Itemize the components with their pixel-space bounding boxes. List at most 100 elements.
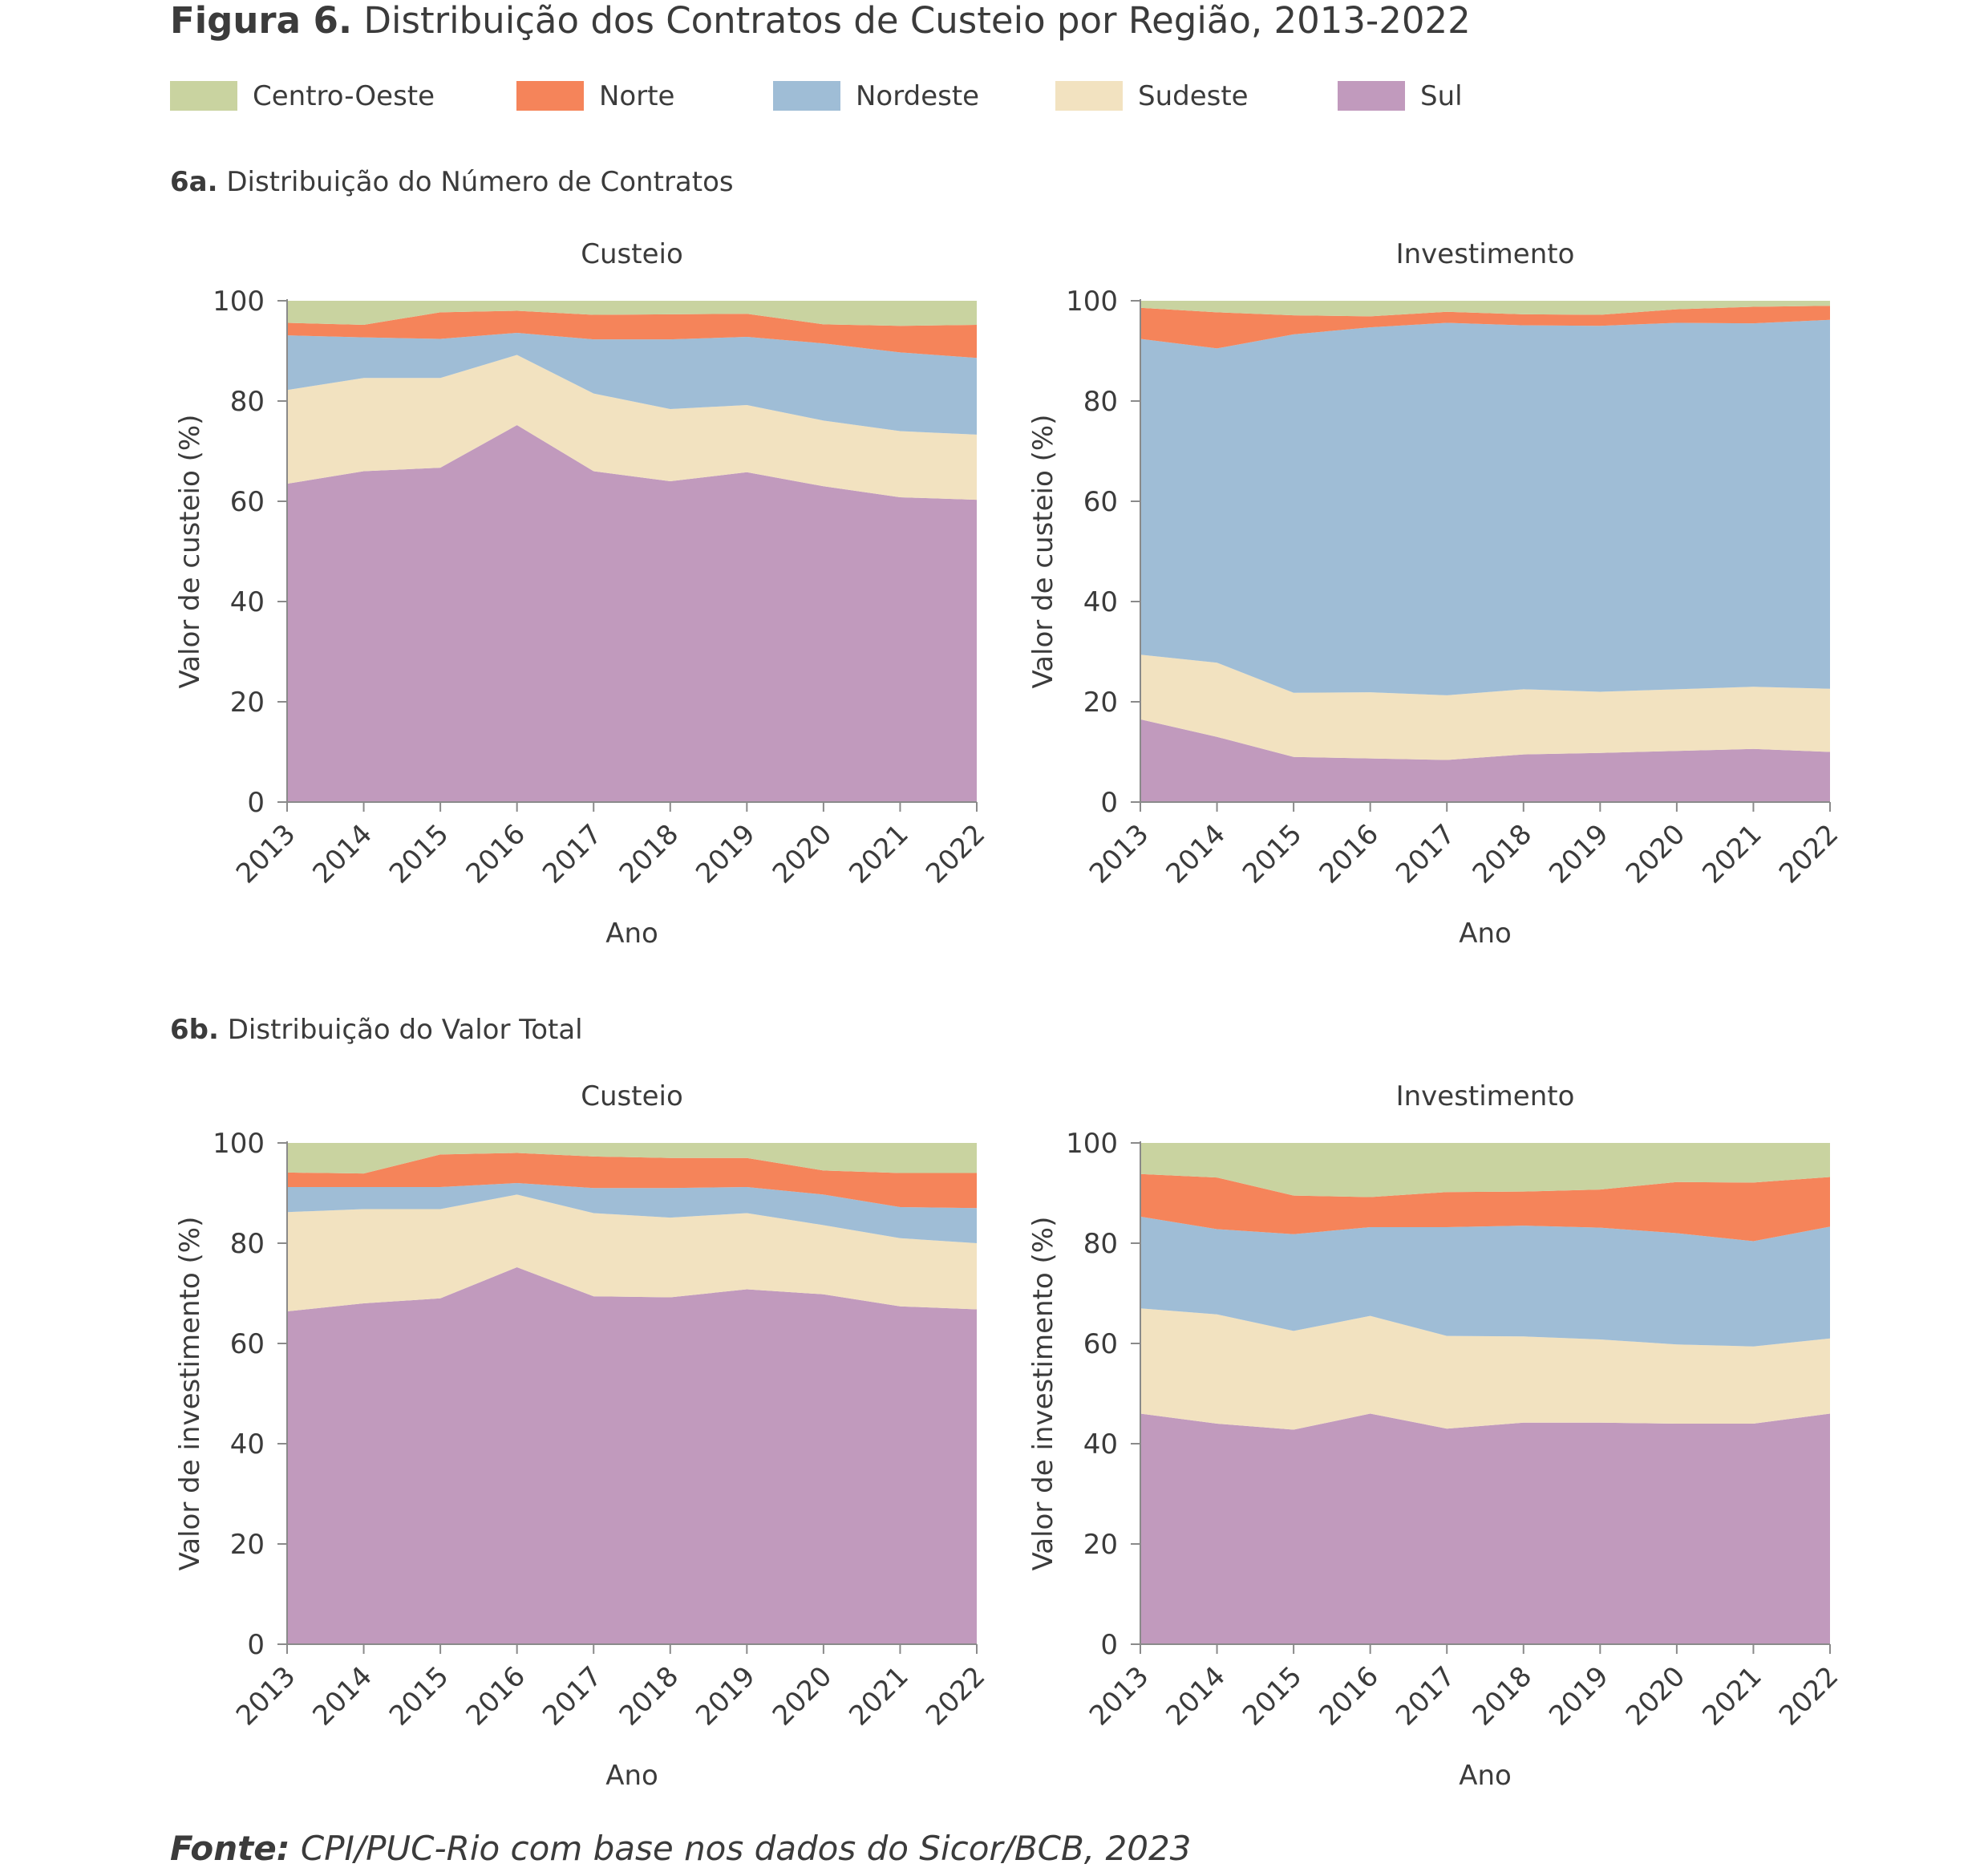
- area-centro-oeste: [287, 1143, 977, 1174]
- figure-title: Figura 6. Distribuição dos Contratos de …: [170, 0, 1471, 42]
- chart-title: Custeio: [581, 238, 683, 270]
- y-axis-label: Valor de investimento (%): [1027, 1217, 1059, 1571]
- x-tick-label: 2014: [1160, 1660, 1231, 1732]
- x-tick-label: 2016: [1314, 818, 1385, 889]
- x-tick-label: 2016: [460, 1660, 532, 1732]
- area-centro-oeste: [287, 301, 977, 326]
- x-tick-label: 2019: [1543, 1660, 1614, 1732]
- x-tick-label: 2021: [1696, 818, 1767, 889]
- area-sul: [1140, 719, 1830, 802]
- y-tick-label: 20: [230, 687, 265, 719]
- area-centro-oeste: [1140, 1143, 1830, 1197]
- y-tick-label: 20: [1083, 1529, 1118, 1561]
- x-tick-label: 2022: [920, 818, 991, 889]
- x-axis-label: Ano: [605, 1760, 658, 1792]
- x-axis-label: Ano: [1459, 918, 1512, 950]
- legend-swatch: [170, 81, 237, 111]
- y-tick-label: 80: [1083, 386, 1118, 418]
- y-tick-label: 100: [1066, 1128, 1118, 1160]
- chart-6b-investimento: Investimento 0 20 40 60 80 100 2013 2014 2015 2016…: [1027, 1080, 1844, 1792]
- legend-label: Sul: [1420, 80, 1463, 112]
- area-sudeste: [287, 1194, 977, 1311]
- x-tick-label: 2020: [767, 818, 838, 889]
- area-sudeste: [1140, 1308, 1830, 1430]
- x-tick-label: 2017: [536, 1660, 608, 1732]
- y-tick-label: 100: [213, 1128, 265, 1160]
- figure-label: Figura 6.: [170, 0, 353, 42]
- y-tick-label: 60: [230, 486, 265, 518]
- section-label: 6a.: [170, 166, 218, 198]
- legend-label: Sudeste: [1138, 80, 1249, 112]
- y-tick-label: 40: [230, 586, 265, 618]
- area-norte: [1140, 306, 1830, 349]
- area-centro-oeste: [1140, 301, 1830, 317]
- y-tick-label: 60: [1083, 1328, 1118, 1360]
- y-tick-label: 60: [1083, 486, 1118, 518]
- figure-title-text: Distribuição dos Contratos de Custeio po…: [363, 0, 1471, 42]
- area-norte: [287, 310, 977, 359]
- section-title-text: Distribuição do Número de Contratos: [226, 166, 734, 198]
- section-title-text: Distribuição do Valor Total: [227, 1014, 583, 1046]
- chart-title: Investimento: [1396, 238, 1575, 270]
- y-tick-label: 0: [1100, 787, 1118, 819]
- y-tick-label: 100: [213, 286, 265, 318]
- y-tick-label: 40: [1083, 586, 1118, 618]
- y-tick-label: 0: [1100, 1629, 1118, 1661]
- x-tick-label: 2015: [1237, 818, 1308, 889]
- y-tick-label: 80: [1083, 1228, 1118, 1260]
- y-tick-label: 80: [230, 1228, 265, 1260]
- y-tick-label: 60: [230, 1328, 265, 1360]
- x-tick-label: 2013: [230, 818, 302, 889]
- source-note: Fonte: CPI/PUC-Rio com base nos dados do…: [170, 1829, 1191, 1869]
- y-tick-label: 80: [230, 386, 265, 418]
- x-tick-label: 2015: [383, 1660, 455, 1732]
- y-tick-label: 40: [1083, 1428, 1118, 1461]
- x-tick-label: 2020: [1620, 1660, 1691, 1732]
- x-tick-label: 2021: [843, 818, 914, 889]
- area-sul: [287, 1267, 977, 1644]
- x-tick-label: 2022: [1773, 1660, 1844, 1732]
- chart-title: Custeio: [581, 1080, 683, 1112]
- x-tick-label: 2014: [1160, 818, 1231, 889]
- legend-swatch: [773, 81, 840, 111]
- chart-title: Investimento: [1396, 1080, 1575, 1112]
- legend-swatch: [1338, 81, 1405, 111]
- area-norte: [287, 1153, 977, 1209]
- x-tick-label: 2021: [843, 1660, 914, 1732]
- area-sul: [1140, 1413, 1830, 1644]
- x-axis-label: Ano: [605, 918, 658, 950]
- y-tick-label: 0: [247, 787, 265, 819]
- x-tick-label: 2015: [383, 818, 455, 889]
- area-nordeste: [287, 333, 977, 435]
- x-axis-label: Ano: [1459, 1760, 1512, 1792]
- area-nordeste: [1140, 319, 1830, 695]
- y-tick-label: 20: [1083, 687, 1118, 719]
- legend-label: Centro-Oeste: [253, 80, 435, 112]
- area-norte: [1140, 1173, 1830, 1242]
- x-tick-label: 2013: [1083, 818, 1155, 889]
- x-tick-label: 2013: [1083, 1660, 1155, 1732]
- y-tick-label: 0: [247, 1629, 265, 1661]
- x-tick-label: 2022: [920, 1660, 991, 1732]
- x-tick-label: 2017: [536, 818, 608, 889]
- source-text: CPI/PUC-Rio com base nos dados do Sicor/…: [300, 1829, 1192, 1868]
- area-sudeste: [1140, 654, 1830, 760]
- y-tick-label: 100: [1066, 286, 1118, 318]
- source-label: Fonte:: [170, 1829, 290, 1868]
- y-axis-label: Valor de custeio (%): [174, 415, 206, 689]
- x-tick-label: 2021: [1696, 1660, 1767, 1732]
- legend-label: Nordeste: [856, 80, 980, 112]
- x-tick-label: 2019: [690, 1660, 761, 1732]
- y-tick-label: 40: [230, 1428, 265, 1461]
- area-nordeste: [1140, 1216, 1830, 1347]
- x-tick-label: 2018: [1467, 1660, 1538, 1732]
- x-tick-label: 2014: [306, 818, 378, 889]
- x-tick-label: 2018: [613, 1660, 685, 1732]
- x-tick-label: 2020: [1620, 818, 1691, 889]
- x-tick-label: 2017: [1390, 818, 1461, 889]
- section-label: 6b.: [170, 1014, 219, 1046]
- x-tick-label: 2017: [1390, 1660, 1461, 1732]
- legend-swatch: [516, 81, 584, 111]
